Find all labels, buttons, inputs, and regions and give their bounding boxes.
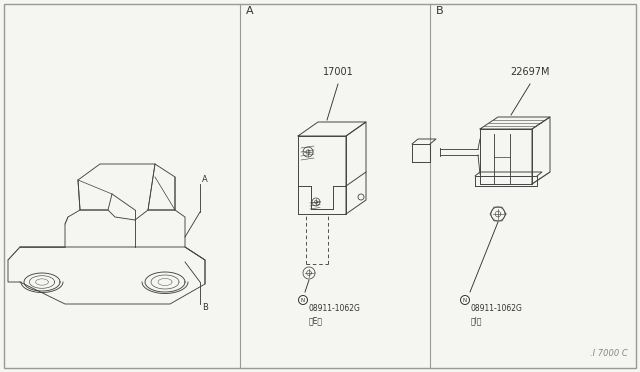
Text: N: N	[301, 298, 305, 302]
Text: A: A	[202, 175, 208, 184]
Text: B: B	[202, 303, 208, 312]
Text: N: N	[463, 298, 467, 302]
Text: 17001: 17001	[323, 67, 353, 77]
Text: B: B	[436, 6, 444, 16]
Text: A: A	[246, 6, 253, 16]
Text: .I 7000 C: .I 7000 C	[590, 349, 628, 358]
Text: 22697M: 22697M	[510, 67, 550, 77]
Text: 08911-1062G
（E）: 08911-1062G （E）	[309, 304, 361, 326]
Text: 08911-1062G
（I）: 08911-1062G （I）	[471, 304, 523, 326]
